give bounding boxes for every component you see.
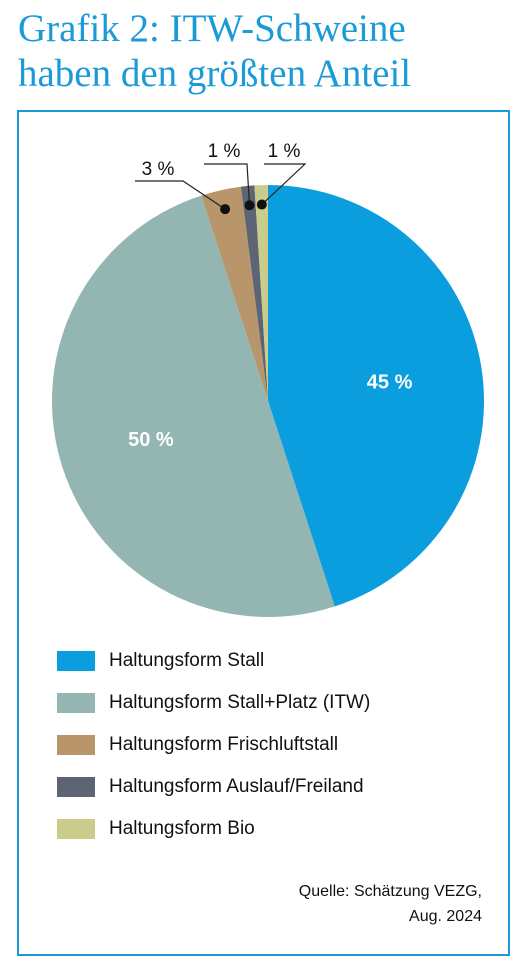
legend-label: Haltungsform Auslauf/Freiland bbox=[109, 776, 364, 797]
legend-item-haltungsform-auslauf-freiland: Haltungsform Auslauf/Freiland bbox=[57, 766, 370, 808]
legend-label: Haltungsform Stall bbox=[109, 650, 265, 671]
legend-swatch bbox=[57, 735, 95, 755]
leader-line-haltungsform-bio bbox=[261, 163, 307, 205]
legend-item-haltungsform-stall: Haltungsform Stall bbox=[57, 640, 370, 682]
legend-swatch bbox=[57, 777, 95, 797]
leader-dot-haltungsform-bio bbox=[256, 199, 267, 210]
legend-label: Haltungsform Bio bbox=[109, 818, 255, 839]
legend-item-haltungsform-frischluftstall: Haltungsform Frischluftstall bbox=[57, 724, 370, 766]
chart-frame bbox=[17, 110, 510, 956]
legend-item-haltungsform-bio: Haltungsform Bio bbox=[57, 808, 370, 850]
pie-slice-haltungsform-stall bbox=[268, 185, 484, 607]
source-note: Quelle: Schätzung VEZG, Aug. 2024 bbox=[299, 879, 482, 929]
legend: Haltungsform Stall Haltungsform Stall+Pla… bbox=[57, 640, 370, 850]
data-label-haltungsform-bio: 1 % bbox=[268, 141, 301, 162]
chart-title: Grafik 2: ITW-Schweine haben den größten… bbox=[18, 6, 518, 96]
data-label-haltungsform-auslauf-freiland: 1 % bbox=[208, 141, 241, 162]
legend-label: Haltungsform Stall+Platz (ITW) bbox=[109, 692, 371, 713]
leader-line-haltungsform-frischluftstall bbox=[135, 180, 226, 210]
leader-dot-haltungsform-auslauf-freiland bbox=[244, 200, 255, 211]
pie-slice-haltungsform-frischluftstall bbox=[201, 186, 268, 401]
chart-title-line-2: haben den größten Anteil bbox=[18, 52, 412, 95]
source-line-2: Aug. 2024 bbox=[409, 908, 482, 925]
chart-title-line-1: Grafik 2: ITW-Schweine bbox=[18, 7, 406, 50]
pie-slice-haltungsform-stall-platz-itw bbox=[52, 195, 335, 618]
pie-slice-haltungsform-auslauf-freiland bbox=[240, 185, 268, 401]
data-label-haltungsform-frischluftstall: 3 % bbox=[142, 159, 175, 180]
data-label-haltungsform-stall-platz-itw: 50 % bbox=[128, 429, 174, 451]
source-line-1: Quelle: Schätzung VEZG, bbox=[298, 883, 482, 900]
pie-slice-haltungsform-bio bbox=[254, 185, 268, 401]
leader-dot-haltungsform-frischluftstall bbox=[220, 204, 231, 215]
legend-swatch bbox=[57, 651, 95, 671]
data-label-haltungsform-stall: 45 % bbox=[367, 372, 413, 394]
legend-label: Haltungsform Frischluftstall bbox=[109, 734, 339, 755]
legend-swatch bbox=[57, 693, 95, 713]
legend-item-haltungsform-stall-platz-itw: Haltungsform Stall+Platz (ITW) bbox=[57, 682, 370, 724]
legend-swatch bbox=[57, 819, 95, 839]
leader-line-haltungsform-auslauf-freiland bbox=[204, 163, 251, 206]
